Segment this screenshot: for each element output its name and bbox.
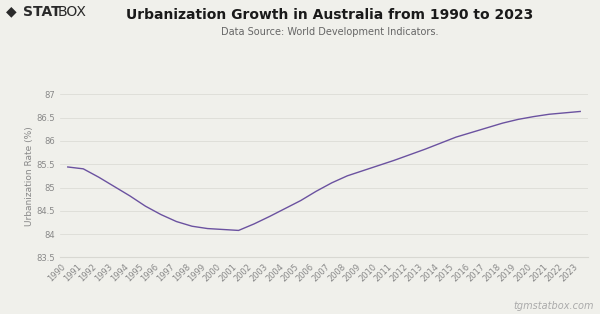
Text: STAT: STAT (23, 5, 61, 19)
Text: BOX: BOX (58, 5, 86, 19)
Text: Urbanization Growth in Australia from 1990 to 2023: Urbanization Growth in Australia from 19… (127, 8, 533, 22)
Text: tgmstatbox.com: tgmstatbox.com (514, 301, 594, 311)
Y-axis label: Urbanization Rate (%): Urbanization Rate (%) (25, 126, 34, 226)
Text: ◆: ◆ (6, 5, 17, 19)
Text: Data Source: World Development Indicators.: Data Source: World Development Indicator… (221, 27, 439, 37)
